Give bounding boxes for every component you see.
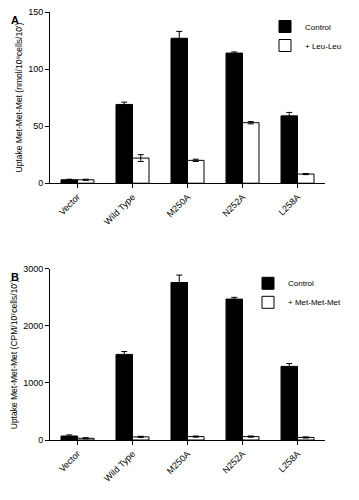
svg-text:50: 50 (33, 121, 43, 131)
svg-text:Uptake Met-Met-Met (CPM/10⁷cel: Uptake Met-Met-Met (CPM/10⁷cells/10') (9, 279, 19, 429)
svg-text:Vector: Vector (57, 449, 82, 474)
svg-text:100: 100 (28, 64, 43, 74)
svg-text:M250A: M250A (165, 449, 192, 476)
svg-text:Wild Type: Wild Type (102, 449, 137, 484)
svg-text:A: A (11, 14, 19, 26)
svg-text:3000: 3000 (23, 264, 43, 274)
svg-text:M250A: M250A (165, 192, 192, 219)
svg-text:Vector: Vector (57, 192, 82, 217)
svg-text:L258A: L258A (277, 192, 302, 217)
svg-text:B: B (11, 271, 19, 283)
svg-text:Control: Control (305, 23, 331, 32)
svg-text:Uptake Met-Met-Met (nmol/10⁹ce: Uptake Met-Met-Met (nmol/10⁹cells/10') (14, 23, 24, 173)
svg-text:+ Leu-Leu: + Leu-Leu (305, 42, 341, 51)
svg-text:Wild Type: Wild Type (102, 192, 137, 227)
svg-text:0: 0 (38, 178, 43, 188)
svg-text:N252A: N252A (221, 449, 248, 476)
svg-text:1000: 1000 (23, 378, 43, 388)
svg-text:2000: 2000 (23, 321, 43, 331)
svg-text:0: 0 (38, 435, 43, 445)
svg-text:Control: Control (288, 279, 314, 288)
svg-text:150: 150 (28, 7, 43, 17)
svg-text:+ Met-Met-Met: + Met-Met-Met (288, 298, 341, 307)
svg-text:N252A: N252A (221, 192, 248, 219)
svg-text:L258A: L258A (277, 449, 302, 474)
